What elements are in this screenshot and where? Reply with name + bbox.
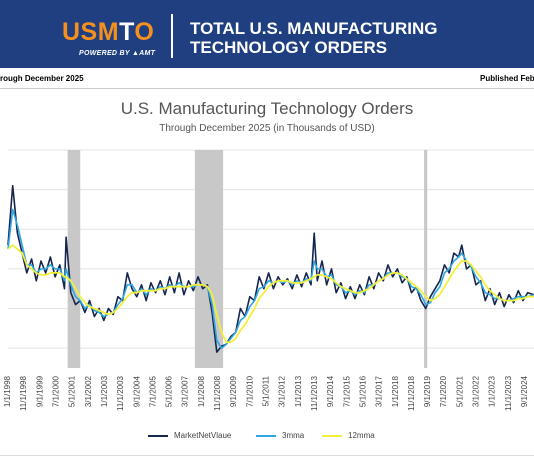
x-tick-label-18: 1/1/2013 bbox=[294, 375, 303, 407]
logo-text-o: O bbox=[134, 18, 155, 46]
report-header: USMTO POWERED BY ▲AMT TOTAL U.S. MANUFAC… bbox=[0, 0, 534, 68]
x-tick-label-12: 1/1/2008 bbox=[197, 375, 206, 407]
line-chart: 1/1/1998 11/1/1998 9/1/1999 7/1/2000 5/1/200… bbox=[3, 149, 534, 411]
x-tick-label-6: 1/1/2003 bbox=[100, 375, 109, 407]
header-divider bbox=[171, 14, 173, 58]
x-tick-label-22: 5/1/2016 bbox=[358, 375, 367, 407]
x-tick-label-16: 5/1/2011 bbox=[262, 375, 271, 406]
x-tick-label-7: 11/1/2003 bbox=[116, 375, 125, 411]
x-tick-label-32: 9/1/2024 bbox=[520, 375, 529, 407]
published-text: Published Feb bbox=[480, 74, 534, 83]
x-tick-label-21: 7/1/2015 bbox=[342, 375, 351, 407]
series-line-12mma bbox=[7, 244, 534, 344]
chart-legend: MarketNetVlaue 3mma 12mma bbox=[0, 430, 534, 444]
series-layer bbox=[7, 184, 534, 353]
sub-header-bar: rough December 2025 Published Feb bbox=[0, 68, 534, 89]
x-tick-label-11: 3/1/2007 bbox=[181, 375, 190, 407]
x-tick-label-10: 5/1/2006 bbox=[165, 375, 174, 407]
x-tick-label-20: 9/1/2014 bbox=[326, 375, 335, 407]
period-text: rough December 2025 bbox=[0, 74, 84, 83]
legend-swatch-12mma bbox=[322, 435, 342, 437]
header-title-line2: TECHNOLOGY ORDERS bbox=[190, 38, 388, 57]
series-line-3mma bbox=[7, 208, 534, 349]
recession-band-2 bbox=[424, 150, 428, 368]
legend-swatch-market bbox=[148, 435, 168, 437]
recession-band-1 bbox=[194, 150, 224, 368]
x-tick-label-31: 11/1/2023 bbox=[504, 375, 513, 411]
x-tick-label-28: 5/1/2021 bbox=[455, 375, 464, 407]
x-tick-label-15: 7/1/2010 bbox=[245, 375, 254, 407]
x-tick-label-8: 9/1/2004 bbox=[132, 375, 141, 407]
x-tick-label-1: 11/1/1998 bbox=[19, 375, 28, 411]
legend-label-3mma: 3mma bbox=[282, 431, 305, 440]
x-tick-label-2: 9/1/1999 bbox=[35, 375, 44, 407]
x-tick-label-13: 11/1/2008 bbox=[213, 375, 222, 411]
x-tick-label-23: 3/1/2017 bbox=[375, 375, 384, 407]
header-title-line1: TOTAL U.S. MANUFACTURING bbox=[190, 19, 438, 38]
legend-swatch-3mma bbox=[256, 435, 276, 437]
powered-by-text: POWERED BY ▲AMT bbox=[79, 50, 156, 57]
x-tick-label-9: 7/1/2005 bbox=[148, 375, 157, 407]
x-tick-label-27: 7/1/2020 bbox=[439, 375, 448, 407]
x-tick-label-25: 11/1/2018 bbox=[407, 375, 416, 411]
x-tick-labels: 1/1/1998 11/1/1998 9/1/1999 7/1/2000 5/1/200… bbox=[3, 375, 529, 411]
x-tick-label-26: 9/1/2019 bbox=[423, 375, 432, 407]
recession-layer bbox=[67, 150, 428, 368]
bottom-rule bbox=[0, 455, 534, 456]
x-tick-label-0: 1/1/1998 bbox=[3, 375, 12, 407]
x-tick-label-29: 3/1/2022 bbox=[472, 375, 481, 407]
logo-text-t: T bbox=[119, 18, 135, 46]
x-tick-label-19: 11/1/2013 bbox=[310, 375, 319, 411]
logo-text-usm: USM bbox=[62, 18, 120, 46]
x-tick-label-17: 3/1/2012 bbox=[278, 375, 287, 407]
header-title: TOTAL U.S. MANUFACTURING TECHNOLOGY ORDE… bbox=[190, 19, 530, 57]
series-line-market bbox=[7, 184, 534, 353]
chart-subtitle: Through December 2025 (in Thousands of U… bbox=[159, 123, 375, 134]
legend-label-12mma: 12mma bbox=[348, 431, 375, 440]
x-tick-label-4: 5/1/2001 bbox=[68, 375, 77, 407]
x-tick-label-3: 7/1/2000 bbox=[52, 375, 61, 407]
x-tick-label-24: 1/1/2018 bbox=[391, 375, 400, 407]
x-tick-label-5: 3/1/2002 bbox=[84, 375, 93, 407]
x-tick-label-14: 9/1/2009 bbox=[229, 375, 238, 407]
x-tick-label-30: 1/1/2023 bbox=[488, 375, 497, 407]
usmto-logo: USMTO bbox=[62, 18, 154, 46]
grid-layer bbox=[8, 149, 534, 349]
legend-label-market: MarketNetVlaue bbox=[174, 431, 232, 440]
recession-band-0 bbox=[67, 150, 81, 368]
chart-title: U.S. Manufacturing Technology Orders bbox=[120, 99, 414, 118]
